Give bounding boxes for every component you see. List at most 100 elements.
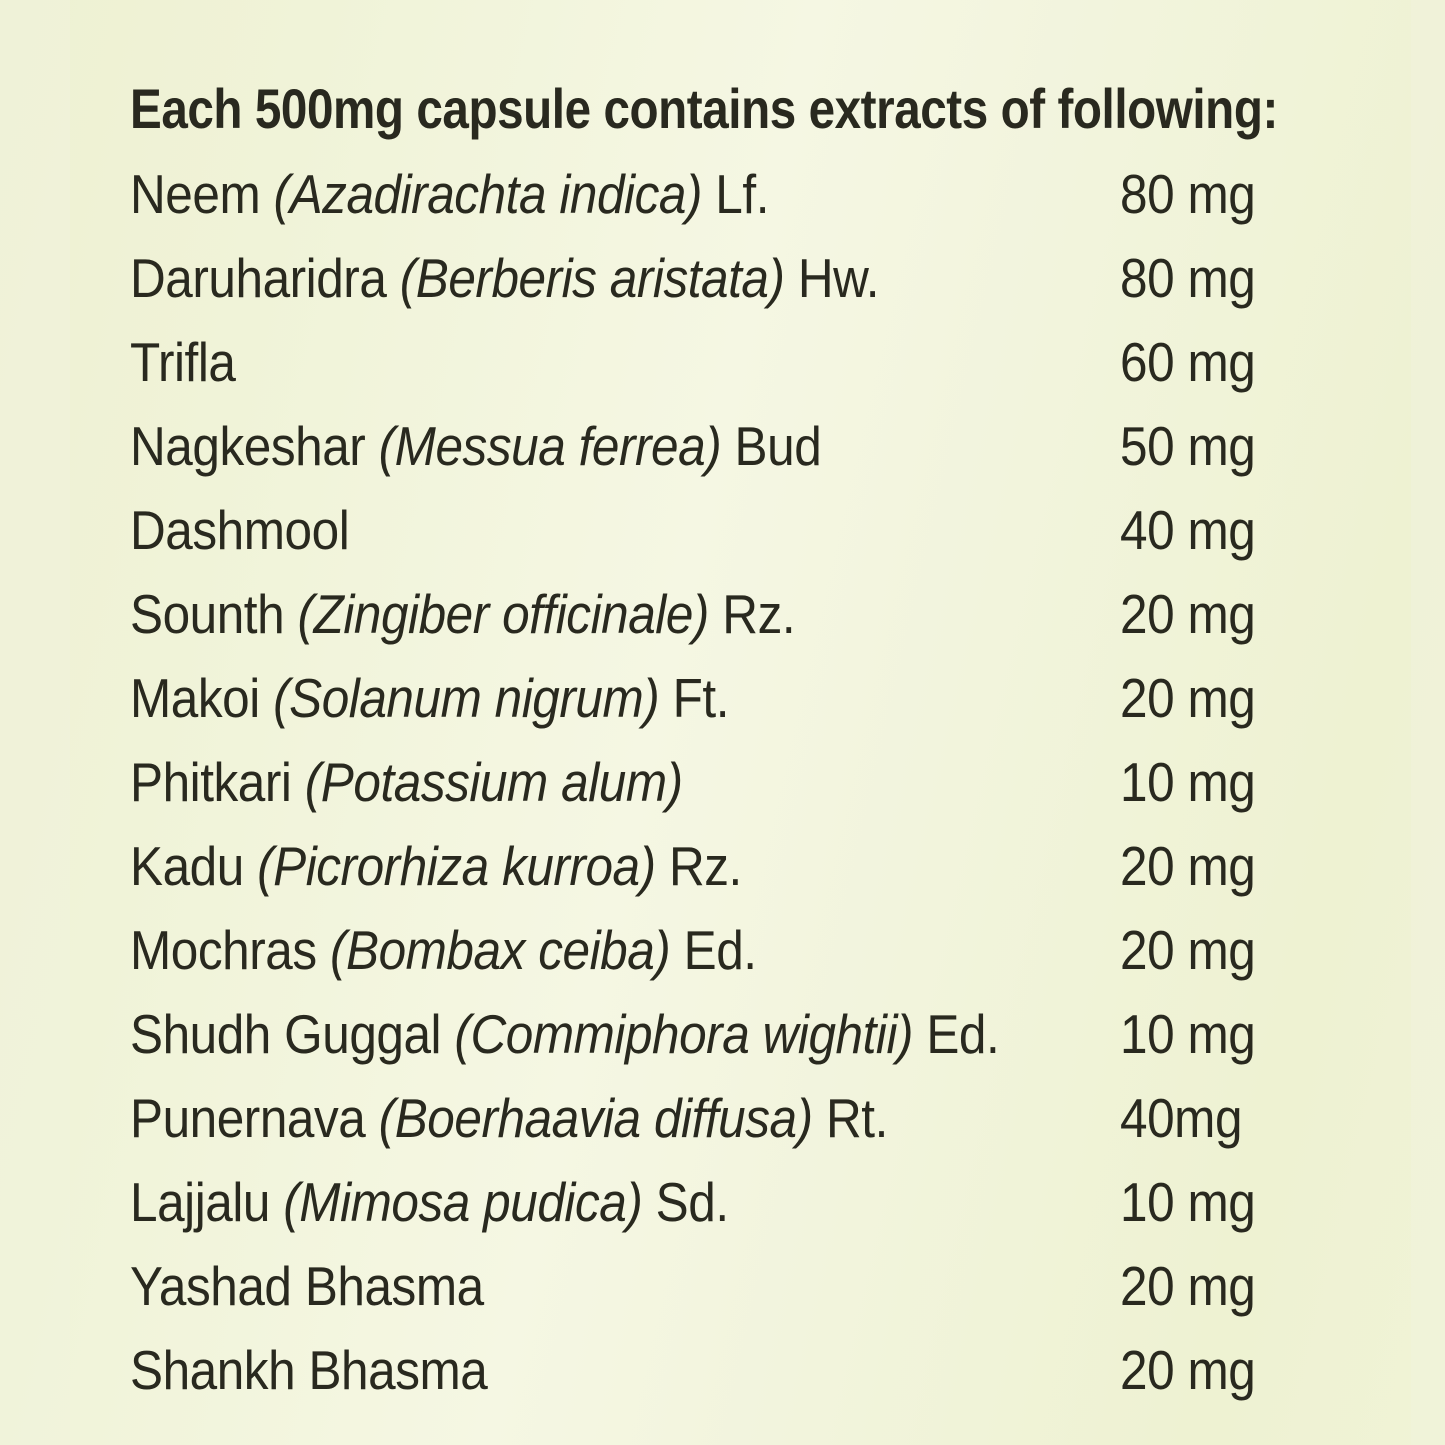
ingredient-amount-cell: 60 mg — [1120, 320, 1315, 404]
ingredient-name: Neem — [130, 163, 261, 225]
ingredient-name: Makoi — [130, 667, 260, 729]
right-edge-band — [1411, 0, 1445, 1445]
ingredient-name-cell: Nagkeshar (Messua ferrea) Bud — [130, 404, 1120, 488]
ingredient-row: Punernava (Boerhaavia diffusa) Rt. 40mg — [130, 1076, 1315, 1160]
ingredient-name-cell: Dashmool — [130, 488, 1120, 572]
ingredient-amount-cell: 50 mg — [1120, 404, 1315, 488]
ingredient-latin-name: (Picrorhiza kurroa) — [257, 835, 656, 897]
ingredient-amount: 20 mg — [1120, 1255, 1256, 1317]
ingredient-row: Nagkeshar (Messua ferrea) Bud 50 mg — [130, 404, 1315, 488]
ingredient-latin-name: (Berberis aristata) — [399, 247, 785, 309]
ingredient-latin-name: (Potassium alum) — [304, 751, 683, 813]
ingredient-amount: 80 mg — [1120, 247, 1256, 309]
ingredient-name-cell: Makoi (Solanum nigrum) Ft. — [130, 656, 1120, 740]
ingredient-amount-cell: 40mg — [1120, 1076, 1315, 1160]
ingredient-name: Dashmool — [130, 499, 350, 561]
left-edge-band — [0, 0, 70, 1445]
ingredient-part: Rt. — [825, 1087, 888, 1149]
ingredient-amount-cell: 80 mg — [1120, 236, 1315, 320]
ingredient-row: Phitkari (Potassium alum) 10 mg — [130, 740, 1315, 824]
ingredient-name-cell: Shudh Guggal (Commiphora wightii) Ed. — [130, 992, 1120, 1076]
ingredient-amount: 10 mg — [1120, 1171, 1256, 1233]
ingredients-panel: Each 500mg capsule contains extracts of … — [130, 66, 1315, 1412]
ingredient-amount: 50 mg — [1120, 415, 1256, 477]
ingredient-name-cell: Sounth (Zingiber officinale) Rz. — [130, 572, 1120, 656]
ingredient-name-cell: Shankh Bhasma — [130, 1328, 1120, 1412]
ingredient-amount: 10 mg — [1120, 1003, 1256, 1065]
ingredient-amount-cell: 10 mg — [1120, 1160, 1315, 1244]
ingredient-part: Lf. — [715, 163, 769, 225]
ingredient-name-cell: Trifla — [130, 320, 1120, 404]
ingredient-amount: 20 mg — [1120, 583, 1256, 645]
ingredient-amount-cell: 20 mg — [1120, 572, 1315, 656]
ingredient-part: Rz. — [722, 583, 796, 645]
ingredient-row: Shudh Guggal (Commiphora wightii) Ed. 10… — [130, 992, 1315, 1076]
ingredient-name: Nagkeshar — [130, 415, 366, 477]
ingredient-latin-name: (Messua ferrea) — [378, 415, 722, 477]
ingredient-row: Neem (Azadirachta indica) Lf. 80 mg — [130, 152, 1315, 236]
ingredient-name-cell: Daruharidra (Berberis aristata) Hw. — [130, 236, 1120, 320]
ingredient-part: Sd. — [655, 1171, 729, 1233]
ingredient-amount: 40mg — [1120, 1087, 1243, 1149]
ingredient-name: Sounth — [130, 583, 285, 645]
composition-heading-text: Each 500mg capsule contains extracts of … — [130, 77, 1278, 140]
ingredient-name-cell: Kadu (Picrorhiza kurroa) Rz. — [130, 824, 1120, 908]
ingredient-name: Shudh Guggal — [130, 1003, 442, 1065]
ingredient-amount: 20 mg — [1120, 1339, 1256, 1401]
ingredient-name-cell: Neem (Azadirachta indica) Lf. — [130, 152, 1120, 236]
composition-heading: Each 500mg capsule contains extracts of … — [130, 66, 1315, 152]
ingredient-amount-cell: 10 mg — [1120, 740, 1315, 824]
ingredient-part: Hw. — [797, 247, 880, 309]
ingredient-amount-cell: 20 mg — [1120, 824, 1315, 908]
ingredient-latin-name: (Zingiber officinale) — [297, 583, 709, 645]
ingredient-name: Yashad Bhasma — [130, 1255, 484, 1317]
ingredient-name: Shankh Bhasma — [130, 1339, 488, 1401]
ingredient-name: Daruharidra — [130, 247, 387, 309]
ingredient-amount: 60 mg — [1120, 331, 1256, 393]
ingredient-name-cell: Punernava (Boerhaavia diffusa) Rt. — [130, 1076, 1120, 1160]
ingredient-row: Shankh Bhasma 20 mg — [130, 1328, 1315, 1412]
ingredient-row: Makoi (Solanum nigrum) Ft. 20 mg — [130, 656, 1315, 740]
ingredient-part: Ed. — [926, 1003, 1000, 1065]
ingredient-amount: 10 mg — [1120, 751, 1256, 813]
ingredient-name: Phitkari — [130, 751, 292, 813]
ingredient-row: Dashmool 40 mg — [130, 488, 1315, 572]
ingredient-row: Daruharidra (Berberis aristata) Hw. 80 m… — [130, 236, 1315, 320]
ingredient-row: Kadu (Picrorhiza kurroa) Rz. 20 mg — [130, 824, 1315, 908]
ingredient-amount: 20 mg — [1120, 835, 1256, 897]
ingredient-row: Yashad Bhasma 20 mg — [130, 1244, 1315, 1328]
ingredient-row: Sounth (Zingiber officinale) Rz. 20 mg — [130, 572, 1315, 656]
ingredient-part: Rz. — [668, 835, 742, 897]
ingredient-latin-name: (Bombax ceiba) — [329, 919, 671, 981]
ingredient-part: Bud — [734, 415, 822, 477]
ingredient-amount-cell: 40 mg — [1120, 488, 1315, 572]
ingredient-amount: 80 mg — [1120, 163, 1256, 225]
ingredient-amount: 20 mg — [1120, 667, 1256, 729]
ingredient-amount: 40 mg — [1120, 499, 1256, 561]
ingredient-amount-cell: 20 mg — [1120, 1328, 1315, 1412]
ingredient-row: Lajjalu (Mimosa pudica) Sd. 10 mg — [130, 1160, 1315, 1244]
ingredient-row: Mochras (Bombax ceiba) Ed. 20 mg — [130, 908, 1315, 992]
ingredient-name-cell: Yashad Bhasma — [130, 1244, 1120, 1328]
ingredient-amount: 20 mg — [1120, 919, 1256, 981]
ingredient-amount-cell: 20 mg — [1120, 908, 1315, 992]
ingredient-part: Ed. — [683, 919, 757, 981]
ingredient-latin-name: (Mimosa pudica) — [283, 1171, 643, 1233]
ingredient-amount-cell: 10 mg — [1120, 992, 1315, 1076]
ingredient-name-cell: Phitkari (Potassium alum) — [130, 740, 1120, 824]
ingredient-name: Kadu — [130, 835, 244, 897]
ingredient-name-cell: Lajjalu (Mimosa pudica) Sd. — [130, 1160, 1120, 1244]
ingredient-amount-cell: 20 mg — [1120, 1244, 1315, 1328]
ingredient-amount-cell: 20 mg — [1120, 656, 1315, 740]
ingredient-latin-name: (Solanum nigrum) — [273, 667, 660, 729]
ingredient-amount-cell: 80 mg — [1120, 152, 1315, 236]
ingredient-latin-name: (Azadirachta indica) — [273, 163, 703, 225]
ingredient-name: Lajjalu — [130, 1171, 270, 1233]
ingredient-part: Ft. — [672, 667, 730, 729]
ingredient-name: Trifla — [130, 331, 236, 393]
ingredient-latin-name: (Commiphora wightii) — [454, 1003, 914, 1065]
ingredient-latin-name: (Boerhaavia diffusa) — [378, 1087, 813, 1149]
ingredient-row: Trifla 60 mg — [130, 320, 1315, 404]
ingredient-name: Mochras — [130, 919, 317, 981]
